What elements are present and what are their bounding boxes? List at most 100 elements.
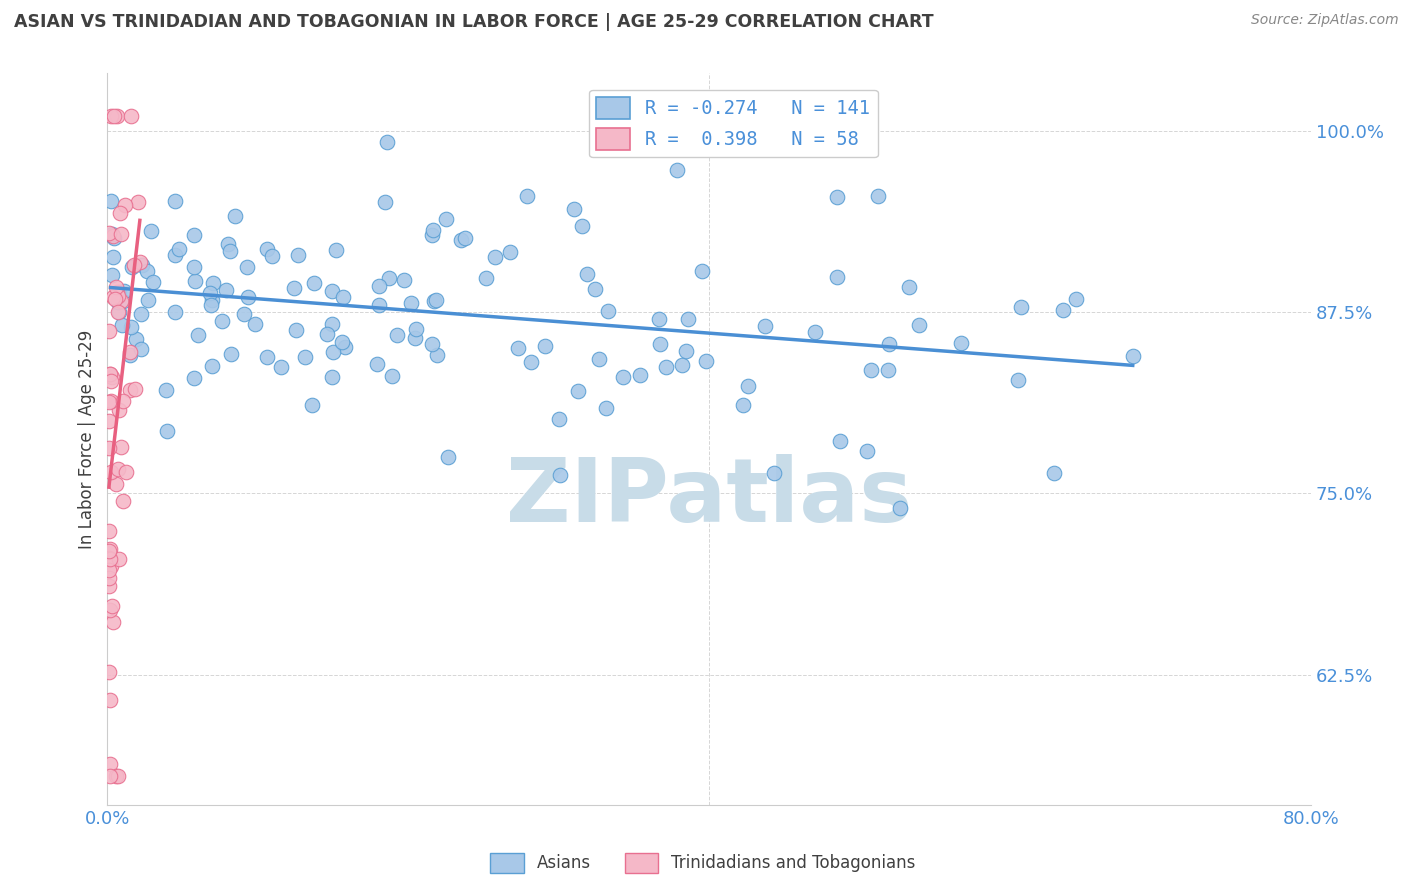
Point <box>128 255 150 269</box>
Point <box>201 293 224 307</box>
Point <box>142 276 165 290</box>
Point <box>1052 303 1074 318</box>
Text: Source: ZipAtlas.com: Source: ZipAtlas.com <box>1251 13 1399 28</box>
Point <box>534 338 557 352</box>
Point <box>897 280 920 294</box>
Point <box>294 351 316 365</box>
Point <box>1122 349 1144 363</box>
Point <box>232 307 254 321</box>
Point <box>118 348 141 362</box>
Point <box>118 383 141 397</box>
Point <box>107 305 129 319</box>
Point <box>211 314 233 328</box>
Point <box>576 267 599 281</box>
Point <box>484 250 506 264</box>
Point <box>374 195 396 210</box>
Point <box>434 211 457 226</box>
Point <box>825 270 848 285</box>
Point <box>110 227 132 241</box>
Point <box>866 188 889 202</box>
Point <box>103 292 125 306</box>
Point <box>110 294 132 309</box>
Point <box>100 465 122 479</box>
Point <box>215 284 238 298</box>
Point <box>97 665 120 679</box>
Point <box>301 398 323 412</box>
Point <box>98 693 121 707</box>
Point <box>97 579 120 593</box>
Point <box>100 110 122 124</box>
Point <box>201 277 224 291</box>
Point <box>678 311 700 326</box>
Point <box>98 551 121 566</box>
Point <box>675 343 697 358</box>
Point <box>129 307 152 321</box>
Point <box>450 233 472 247</box>
Point <box>498 245 520 260</box>
Point <box>101 250 124 264</box>
Point <box>1043 466 1066 480</box>
Point <box>98 603 121 617</box>
Point <box>889 500 911 515</box>
Point <box>859 362 882 376</box>
Point <box>426 348 449 362</box>
Point <box>219 347 242 361</box>
Point <box>183 228 205 243</box>
Point <box>285 323 308 337</box>
Point <box>97 524 120 538</box>
Point <box>256 351 278 365</box>
Point <box>136 293 159 308</box>
Point <box>385 328 408 343</box>
Point <box>167 242 190 256</box>
Point <box>125 332 148 346</box>
Point <box>420 227 443 242</box>
Point <box>97 571 120 585</box>
Point <box>949 335 972 350</box>
Point <box>322 344 344 359</box>
Point <box>437 450 460 464</box>
Point <box>122 258 145 272</box>
Point <box>287 248 309 262</box>
Point <box>304 276 326 290</box>
Point <box>105 285 128 299</box>
Point <box>1007 373 1029 387</box>
Point <box>163 304 186 318</box>
Point <box>100 370 122 384</box>
Point <box>129 342 152 356</box>
Point <box>98 769 121 783</box>
Point <box>107 305 129 319</box>
Point <box>107 769 129 783</box>
Point <box>731 398 754 412</box>
Point <box>754 318 776 333</box>
Point <box>595 401 617 415</box>
Point <box>200 359 222 373</box>
Point <box>825 189 848 203</box>
Point <box>120 110 142 124</box>
Point <box>321 284 343 298</box>
Point <box>103 615 125 629</box>
Point <box>877 337 900 351</box>
Point <box>120 319 142 334</box>
Point <box>567 384 589 398</box>
Point <box>519 355 541 369</box>
Point <box>671 359 693 373</box>
Point <box>139 224 162 238</box>
Point <box>562 202 585 216</box>
Point <box>115 465 138 479</box>
Point <box>108 285 131 299</box>
Point <box>690 264 713 278</box>
Point <box>425 293 447 307</box>
Point <box>104 476 127 491</box>
Point <box>506 341 529 355</box>
Point <box>97 414 120 428</box>
Point <box>612 370 634 384</box>
Point <box>97 394 120 409</box>
Point <box>908 318 931 332</box>
Point <box>804 325 827 339</box>
Point <box>877 362 900 376</box>
Point <box>97 441 120 455</box>
Point <box>366 357 388 371</box>
Point <box>97 544 120 558</box>
Point <box>420 337 443 351</box>
Point <box>100 228 122 243</box>
